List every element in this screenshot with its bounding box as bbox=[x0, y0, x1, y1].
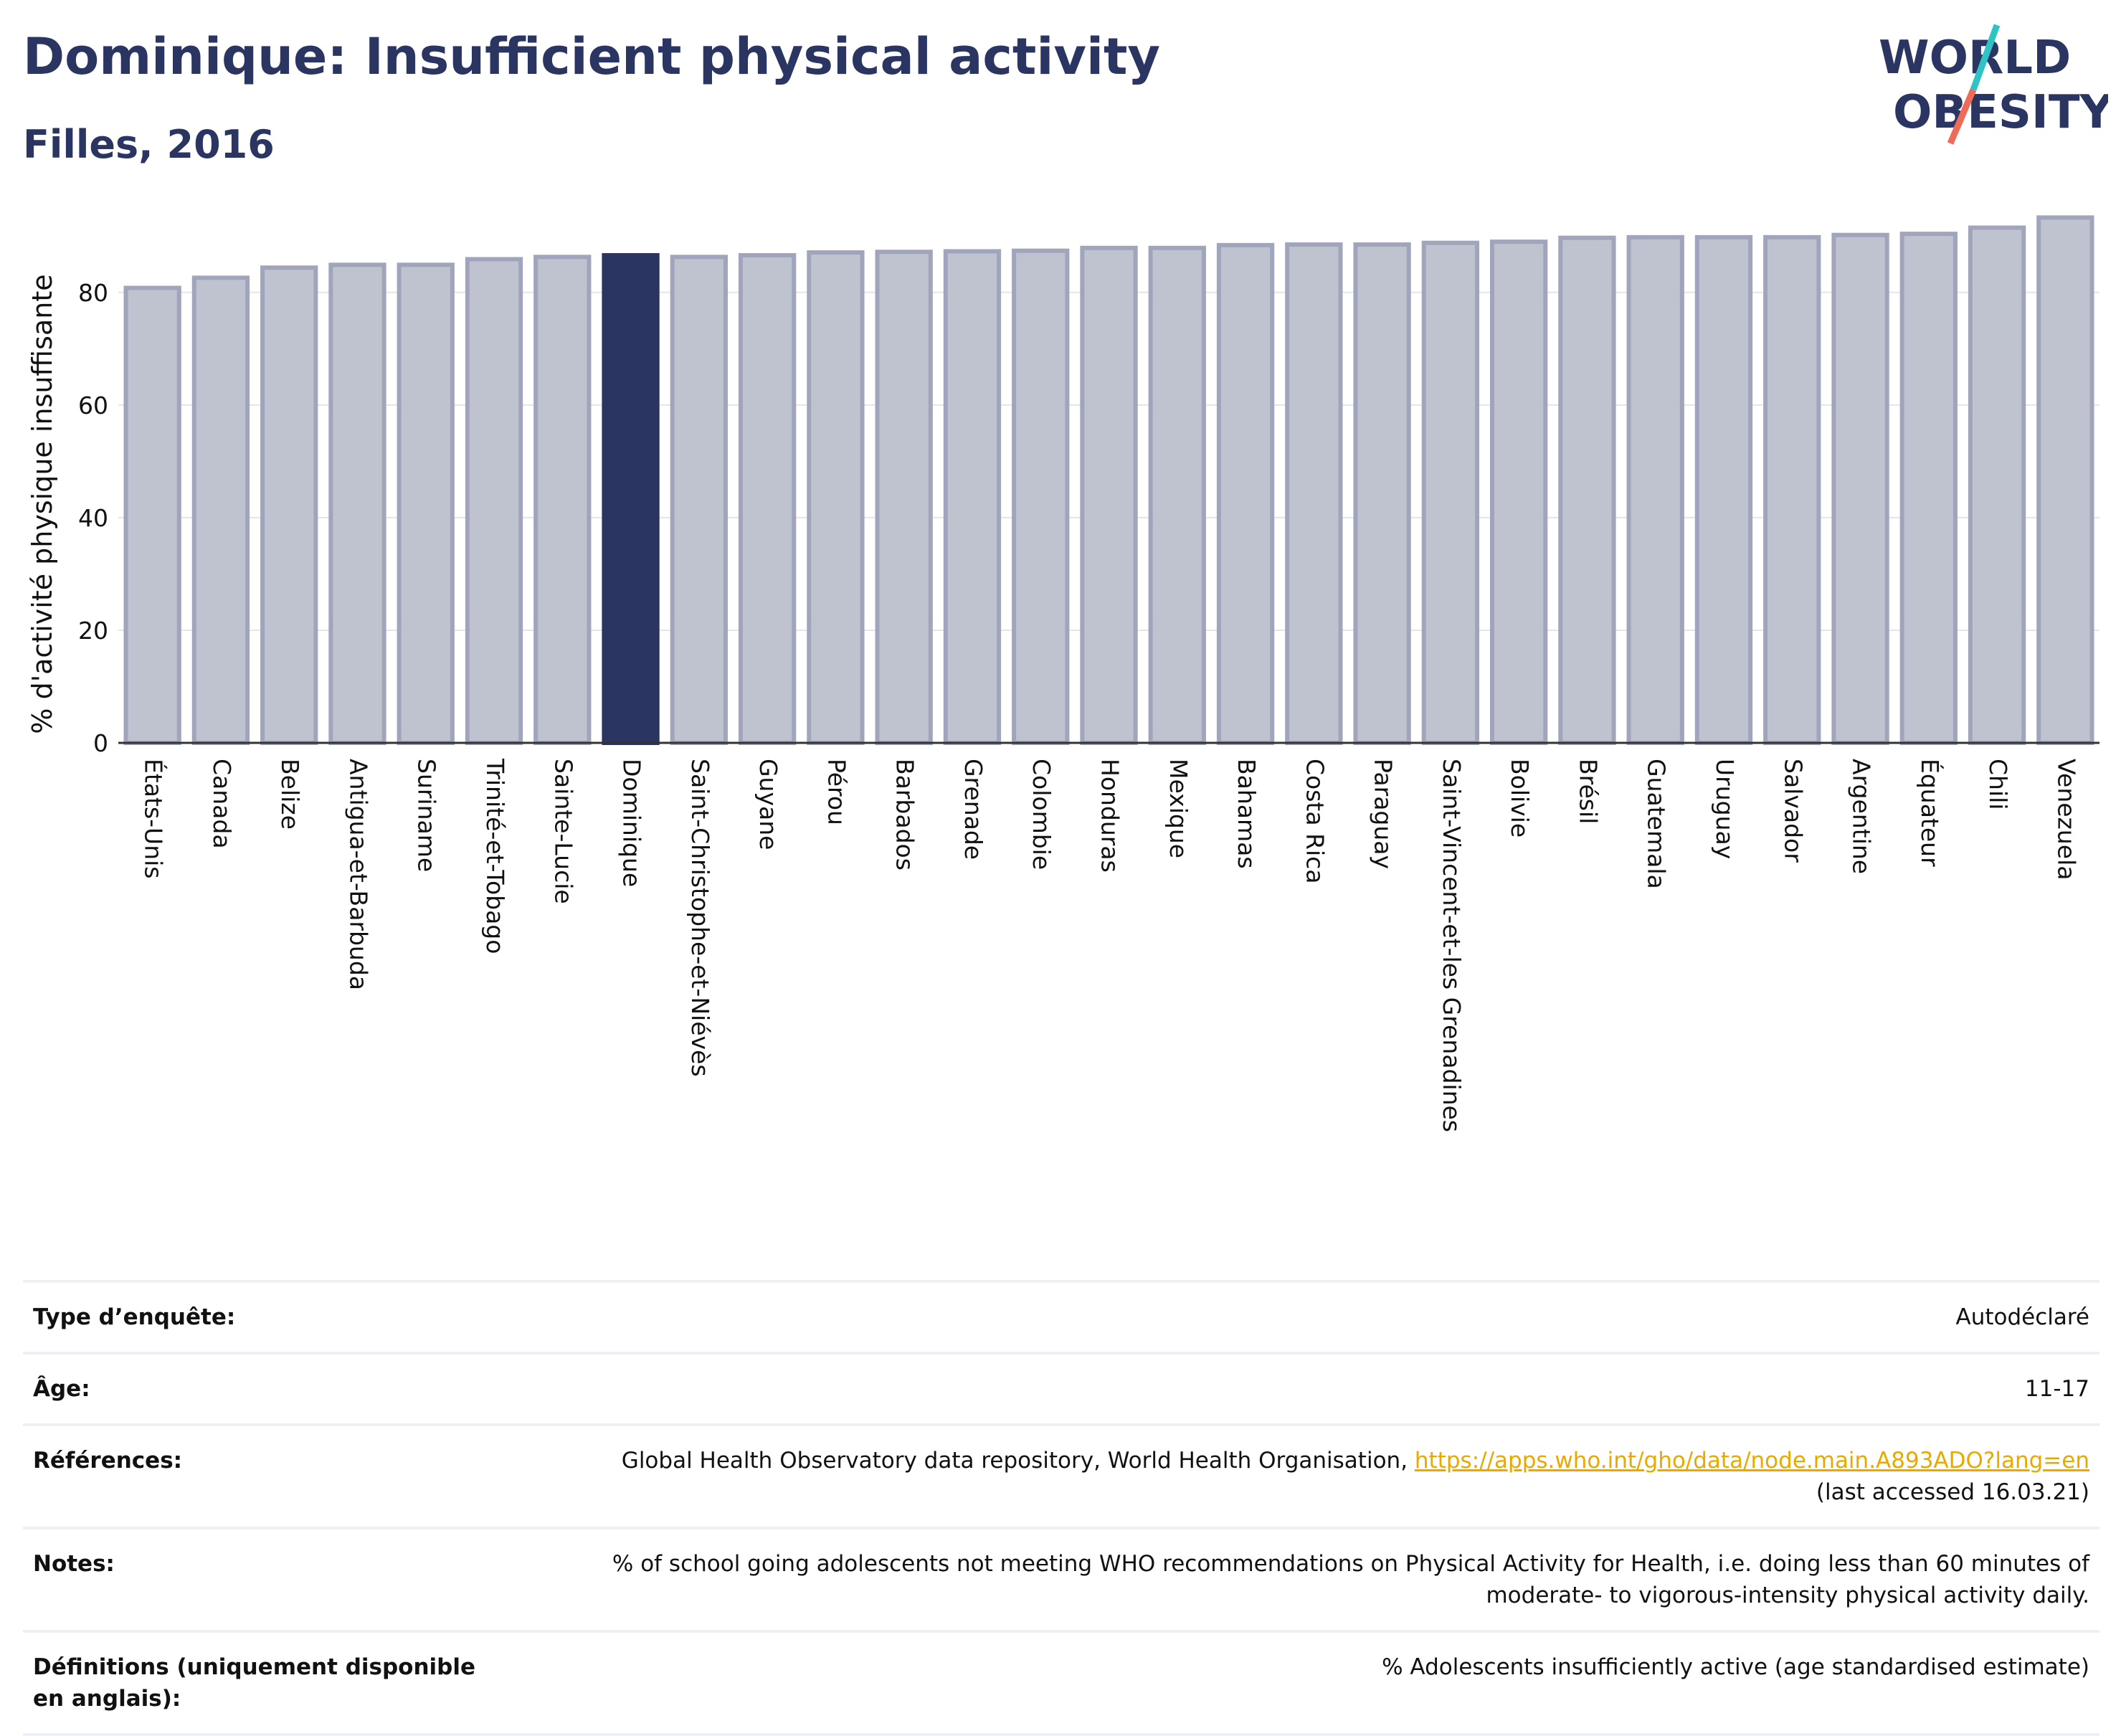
meta-row-references: Références: Global Health Observatory da… bbox=[23, 1426, 2099, 1529]
bar bbox=[738, 252, 797, 745]
x-tick-label: Barbados bbox=[891, 759, 919, 871]
x-tick-label: Honduras bbox=[1096, 759, 1124, 873]
meta-value: Autodéclaré bbox=[1955, 1304, 2089, 1330]
bar bbox=[2036, 215, 2094, 745]
bar bbox=[670, 255, 729, 746]
meta-value: % Adolescents insufficiently active (age… bbox=[1382, 1654, 2089, 1680]
x-tick-label: Chili bbox=[1984, 759, 2012, 810]
x-tick-label: Pérou bbox=[822, 759, 850, 825]
x-axis-ticks: États-Unis Canada Belize Antigua-et-Barbuda… bbox=[140, 758, 2081, 1132]
y-tick-label: 20 bbox=[78, 617, 108, 645]
bar-highlighted bbox=[602, 252, 660, 745]
bar bbox=[1012, 248, 1070, 745]
bar bbox=[1421, 240, 1480, 745]
x-tick-label: Canada bbox=[208, 759, 236, 849]
bar bbox=[943, 249, 1002, 745]
chart-bars bbox=[123, 215, 2094, 746]
bar bbox=[397, 262, 455, 745]
x-tick-label: Brésil bbox=[1574, 759, 1602, 824]
x-tick-label: Saint-Vincent-et-les Grenadines bbox=[1438, 759, 1466, 1132]
x-tick-label: Argentine bbox=[1848, 759, 1876, 874]
reference-link[interactable]: https://apps.who.int/gho/data/node.main.… bbox=[1414, 1448, 2089, 1474]
logo-slash-bottom bbox=[1947, 88, 1977, 145]
bar bbox=[1558, 235, 1616, 745]
page-subtitle: Filles, 2016 bbox=[23, 122, 275, 167]
bar bbox=[465, 257, 523, 746]
x-tick-label: Dominique bbox=[618, 759, 646, 887]
meta-label: Notes: bbox=[33, 1551, 115, 1577]
y-tick-label: 80 bbox=[78, 279, 108, 307]
meta-value: % of school going adolescents not meetin… bbox=[612, 1551, 2089, 1608]
reference-accessed: (last accessed 16.03.21) bbox=[1816, 1479, 2089, 1505]
meta-label: Définitions (uniquement disponible en an… bbox=[33, 1654, 476, 1712]
x-tick-label: Guyane bbox=[754, 759, 782, 850]
meta-row-age: Âge: 11-17 bbox=[23, 1355, 2099, 1426]
bar bbox=[123, 285, 181, 745]
x-tick-label: Grenade bbox=[959, 759, 987, 860]
bar bbox=[807, 250, 865, 746]
meta-row-definitions: Définitions (uniquement disponible en an… bbox=[23, 1633, 2099, 1736]
x-tick-label: Venezuela bbox=[2052, 759, 2080, 880]
bar bbox=[875, 250, 933, 745]
x-tick-label: États-Unis bbox=[140, 759, 169, 878]
y-axis-title: % d'activité physique insuffisante bbox=[27, 274, 58, 734]
bar-chart: 0 20 40 60 80 États-Unis Canada Belize Antigua-… bbox=[27, 215, 2099, 1132]
meta-label: Âge: bbox=[33, 1376, 90, 1402]
bar bbox=[1763, 234, 1821, 745]
x-tick-label: Bahamas bbox=[1233, 759, 1261, 869]
bar bbox=[1489, 239, 1548, 745]
meta-value: Global Health Observatory data repositor… bbox=[622, 1445, 2089, 1508]
x-tick-label: Belize bbox=[276, 759, 304, 830]
bar bbox=[533, 255, 592, 746]
bar bbox=[1626, 234, 1684, 745]
y-tick-label: 0 bbox=[93, 729, 108, 757]
bar bbox=[328, 262, 386, 745]
y-tick-label: 60 bbox=[78, 392, 108, 419]
logo-line2: OBESITY bbox=[1893, 86, 2108, 139]
metadata-table: Type d’enquête: Autodéclaré Âge: 11-17 R… bbox=[23, 1280, 2099, 1736]
bar bbox=[1831, 232, 1889, 745]
meta-row-survey-type: Type d’enquête: Autodéclaré bbox=[23, 1280, 2099, 1355]
x-tick-label: Guatemala bbox=[1643, 759, 1671, 889]
x-tick-label: Salvador bbox=[1779, 759, 1807, 863]
logo-slash-top bbox=[1970, 24, 2001, 91]
meta-label: Références: bbox=[33, 1448, 183, 1474]
bar bbox=[1285, 242, 1343, 745]
meta-value: 11-17 bbox=[2024, 1376, 2089, 1402]
y-tick-label: 40 bbox=[78, 504, 108, 532]
x-tick-label: Antigua-et-Barbuda bbox=[344, 759, 372, 990]
bar bbox=[260, 265, 318, 745]
x-tick-label: Uruguay bbox=[1711, 759, 1739, 859]
meta-row-notes: Notes: % of school going adolescents not… bbox=[23, 1529, 2099, 1633]
x-tick-label: Colombie bbox=[1028, 759, 1055, 870]
bar bbox=[1080, 245, 1138, 746]
x-tick-label: Bolivie bbox=[1506, 759, 1534, 838]
bar bbox=[1148, 245, 1206, 746]
bar bbox=[191, 275, 250, 745]
world-obesity-logo: WORLD OBESITY bbox=[1879, 24, 2108, 145]
bar bbox=[1216, 242, 1275, 745]
bar bbox=[1353, 242, 1411, 745]
x-tick-label: Paraguay bbox=[1370, 759, 1398, 869]
meta-label: Type d’enquête: bbox=[33, 1304, 236, 1330]
logo-line1: WORLD bbox=[1879, 32, 2071, 85]
bar bbox=[1968, 225, 2026, 746]
y-axis-ticks: 0 20 40 60 80 bbox=[78, 279, 108, 757]
x-tick-label: Costa Rica bbox=[1301, 759, 1329, 884]
x-tick-label: Trinité-et-Tobago bbox=[481, 758, 509, 954]
bar bbox=[1899, 232, 1958, 745]
reference-text: Global Health Observatory data repositor… bbox=[621, 1448, 1415, 1474]
x-tick-label: Mexique bbox=[1164, 759, 1192, 858]
bar bbox=[1694, 234, 1753, 745]
x-tick-label: Équateur bbox=[1916, 759, 1945, 867]
x-tick-label: Sainte-Lucie bbox=[549, 759, 577, 904]
x-tick-label: Suriname bbox=[413, 759, 441, 872]
page-title: Dominique: Insufficient physical activit… bbox=[23, 27, 1161, 86]
x-tick-label: Saint-Christophe-et-Niévès bbox=[686, 759, 714, 1077]
